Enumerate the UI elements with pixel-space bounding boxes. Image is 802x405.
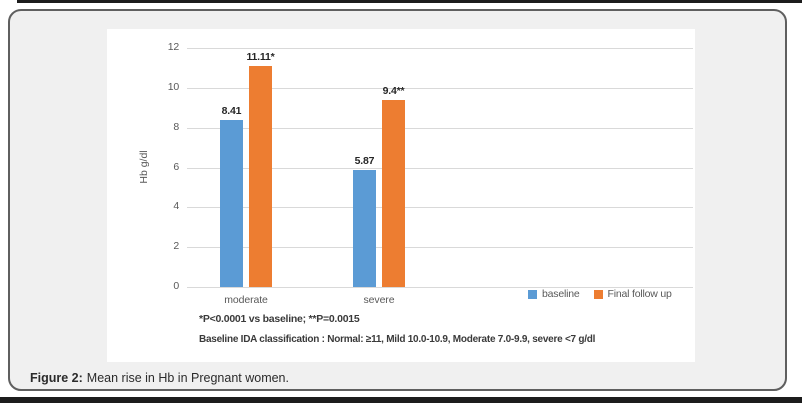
gridline-2 bbox=[187, 247, 693, 249]
category-label-moderate: moderate bbox=[224, 294, 268, 306]
gridline-10 bbox=[187, 87, 693, 89]
legend-label-0: baseline bbox=[542, 288, 580, 300]
y-tick-label-12: 12 bbox=[167, 41, 179, 53]
legend-item-0: baseline bbox=[528, 288, 580, 300]
gridline-0 bbox=[187, 287, 693, 288]
bar-value-label: 8.41 bbox=[221, 104, 242, 117]
y-tick-label-8: 8 bbox=[173, 120, 179, 133]
legend-item-1: Final follow up bbox=[593, 288, 672, 300]
footnote-pvalues: *P<0.0001 vs baseline; **P=0.0015 bbox=[199, 313, 360, 325]
y-tick-label-4: 4 bbox=[173, 200, 179, 213]
chart-legend: baseline Final follow up bbox=[528, 288, 672, 300]
bar-value-label: 11.11* bbox=[246, 50, 275, 63]
chart-panel: Hb g/dl 0 2 4 6 8 10 12 8.41 5.87 11.11* 9.4** mode… bbox=[107, 29, 695, 362]
gridline-12 bbox=[187, 48, 693, 49]
bar-value-label: 5.87 bbox=[354, 155, 375, 168]
figure-caption: Figure 2: Mean rise in Hb in Pregnant wom… bbox=[30, 371, 289, 385]
legend-swatch-icon bbox=[593, 289, 603, 299]
gridline-6 bbox=[187, 167, 693, 169]
figure-card: Hb g/dl 0 2 4 6 8 10 12 8.41 5.87 11.11* 9.4** mode… bbox=[8, 9, 787, 391]
gridline-8 bbox=[187, 127, 693, 129]
plot-area: Hb g/dl 0 2 4 6 8 10 12 8.41 5.87 11.11* 9.4** mode… bbox=[107, 29, 695, 362]
y-tick-label-10: 10 bbox=[167, 80, 179, 93]
figure-caption-label: Figure 2: bbox=[30, 371, 83, 385]
page-top-rule bbox=[17, 0, 802, 3]
gridline-4 bbox=[187, 207, 693, 209]
bar-moderate-baseline bbox=[220, 119, 243, 287]
page-bottom-rule bbox=[0, 397, 802, 403]
y-tick-label-6: 6 bbox=[173, 160, 179, 173]
bar-value-label: 9.4** bbox=[382, 84, 405, 97]
y-tick-label-0: 0 bbox=[173, 280, 179, 292]
category-label-severe: severe bbox=[363, 294, 395, 306]
legend-swatch-icon bbox=[528, 289, 537, 299]
y-tick-label-2: 2 bbox=[173, 240, 179, 253]
bar-severe-baseline bbox=[353, 170, 376, 287]
bar-moderate-final-follow-up bbox=[249, 65, 272, 287]
footnote-classification: Baseline IDA classification : Normal: ≥1… bbox=[199, 334, 596, 345]
bar-severe-final-follow-up bbox=[382, 99, 405, 287]
figure-caption-text: Mean rise in Hb in Pregnant women. bbox=[86, 371, 289, 385]
legend-label-1: Final follow up bbox=[607, 288, 672, 300]
